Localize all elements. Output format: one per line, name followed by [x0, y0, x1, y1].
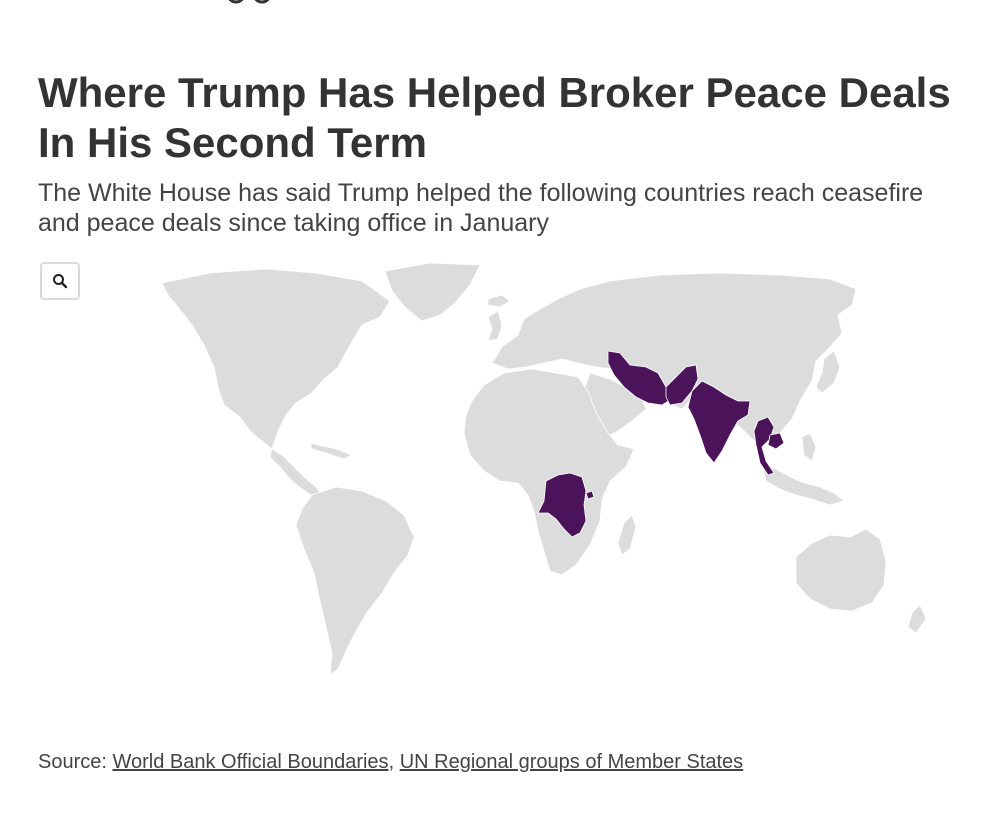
land-madagascar [617, 514, 637, 556]
country-iran [607, 350, 673, 406]
land-philippines [801, 432, 817, 462]
land-se-asia-islands [761, 464, 845, 506]
land-japan [815, 350, 841, 394]
country-india [687, 380, 751, 464]
land-new-zealand [907, 604, 927, 634]
world-map [161, 262, 927, 676]
map-subtitle: The White House has said Trump helped th… [38, 179, 924, 237]
country-pakistan [665, 364, 699, 406]
search-icon [53, 274, 68, 289]
source-note: Source: World Bank Official Boundaries, … [38, 748, 743, 776]
land-iceland [487, 294, 511, 308]
source-prefix: Source: [38, 751, 113, 773]
country-rwanda [585, 490, 595, 500]
base-land [161, 262, 927, 676]
land-uk [487, 310, 503, 342]
logo-fragment [228, 0, 270, 4]
land-australia [795, 528, 887, 612]
source-separator: , [388, 751, 400, 773]
country-thailand [753, 416, 775, 476]
source-link-world-bank[interactable]: World Bank Official Boundaries [112, 751, 389, 773]
country-cambodia [767, 432, 785, 450]
land-caribbean [309, 442, 353, 460]
land-africa [463, 368, 635, 576]
land-south-america [295, 486, 415, 676]
land-north-america [161, 268, 391, 450]
source-link-un-groups[interactable]: UN Regional groups of Member States [399, 751, 744, 773]
land-central-america [269, 448, 323, 498]
land-greenland [384, 262, 481, 322]
highlighted-countries [537, 350, 785, 538]
country-dr-congo [537, 472, 587, 538]
zoom-button[interactable] [40, 262, 80, 300]
map-title: Where Trump Has Helped Broker Peace Deal… [38, 69, 951, 166]
